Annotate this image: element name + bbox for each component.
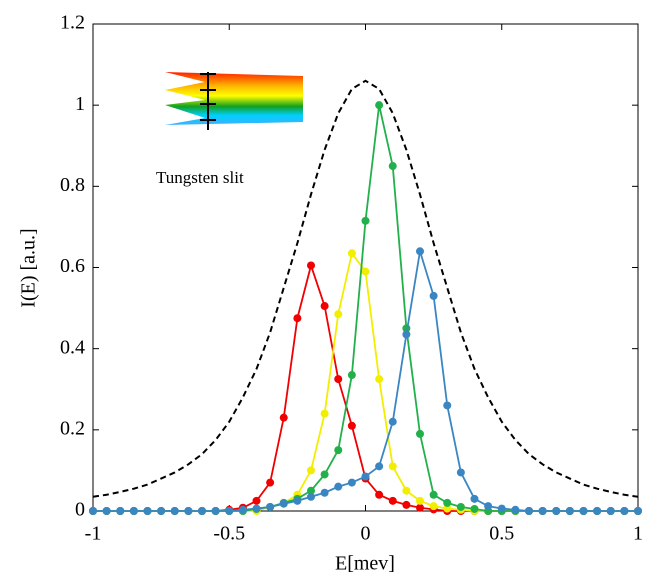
data-point [388,496,397,505]
data-point [307,261,315,270]
data-point [307,486,315,495]
y-axis-label: I(E) [a.u.] [18,228,40,307]
data-point [470,494,479,503]
data-point [402,500,411,509]
data-point [361,216,370,225]
data-point [552,507,561,515]
data-point [484,502,493,511]
data-point [129,507,138,515]
data-point [293,496,302,505]
x-tick-label: -0.5 [213,523,245,545]
data-point [375,101,384,110]
data-point [565,507,574,515]
x-tick-label: -1 [85,523,102,545]
data-point [334,310,343,319]
data-point [429,502,438,511]
inset-illustration [165,72,303,130]
data-point [347,371,356,380]
data-point [416,496,424,505]
data-point [184,507,193,515]
data-point [307,492,315,501]
data-point [456,502,465,511]
series-line [92,79,639,498]
x-axis-label: E[mev] [335,553,395,575]
y-tick-label: 0.4 [60,336,85,358]
data-point [443,498,452,507]
data-point [375,490,384,499]
data-point [456,468,465,477]
y-tick-label: 0.2 [60,417,85,439]
data-point [620,507,629,515]
data-point [211,507,220,515]
data-point [579,507,588,515]
data-point [116,507,125,515]
data-point [538,507,547,515]
data-point [470,504,479,513]
data-point [334,446,343,455]
data-point [402,486,411,495]
data-point [634,507,642,515]
data-point [347,249,356,258]
data-point [443,504,452,513]
data-point [388,417,397,426]
data-point [416,503,424,512]
x-tick-label: 0.5 [489,523,514,545]
y-tick-label: 0 [75,499,85,521]
data-point [238,505,247,514]
data-point [293,314,302,323]
data-point [252,496,261,505]
data-point [320,302,329,311]
data-point [361,472,370,481]
data-point [388,462,397,471]
data-point [157,507,166,515]
data-point [429,490,438,499]
data-point [279,499,288,508]
data-point [170,507,179,515]
data-point [443,401,452,410]
y-tick-label: 1 [75,93,85,115]
data-point [252,504,261,513]
data-point [347,478,356,487]
data-point [266,502,275,511]
data-point [320,470,329,479]
data-point [416,247,424,256]
data-point [361,267,370,276]
plot-frame [92,23,639,512]
annotation: Tungsten slit [156,168,244,187]
y-tick-label: 1.2 [60,12,85,34]
data-point [402,330,411,339]
y-tick-label: 0.8 [60,174,85,196]
data-point [307,466,315,475]
series-line [93,104,638,512]
data-point [429,291,438,300]
data-point [320,488,329,497]
data-point [102,507,111,515]
data-point [347,421,356,430]
data-point [497,504,506,513]
data-point [143,507,152,515]
data-point [606,507,615,515]
data-point [198,507,206,515]
x-tick-label: 0 [361,523,371,545]
data-point [279,413,288,422]
data-point [416,429,424,438]
data-point [334,482,343,491]
data-point [320,409,329,418]
data-point [266,478,275,487]
x-tick-label: 1 [633,523,643,545]
data-point [375,462,384,471]
data-point [525,507,533,515]
data-point [225,507,234,515]
data-point [89,507,97,515]
data-point [388,162,397,171]
data-point [511,505,520,514]
data-point [593,507,602,515]
data-point [375,375,384,384]
data-point [334,375,343,384]
y-tick-label: 0.6 [60,255,85,277]
